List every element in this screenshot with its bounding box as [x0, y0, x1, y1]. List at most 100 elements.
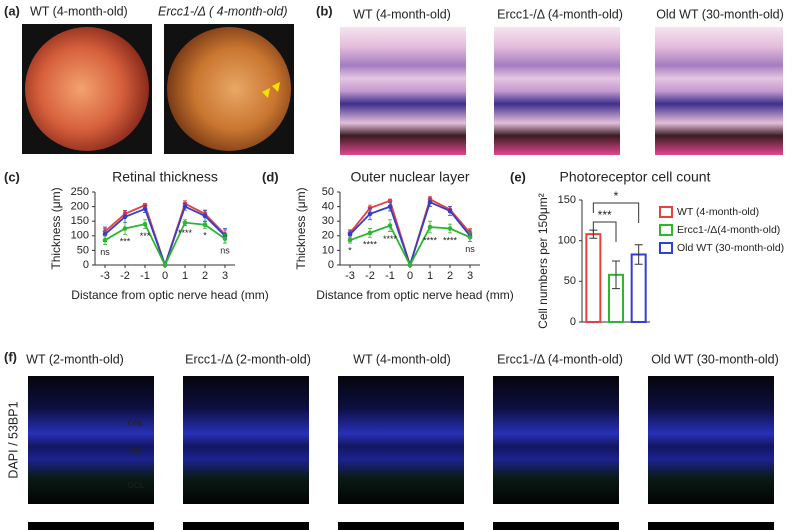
y-tick-label: 100 — [558, 235, 576, 247]
panel-label: (a) — [4, 3, 20, 18]
y-tick-label: 200 — [71, 201, 89, 213]
significance-label: ns — [220, 245, 230, 255]
x-tick-label: 3 — [467, 270, 473, 282]
image-strip — [183, 522, 309, 530]
significance-label: **** — [423, 235, 438, 245]
data-point — [367, 230, 373, 236]
panel-label: (b) — [316, 3, 333, 18]
data-point — [367, 211, 373, 217]
data-point — [467, 234, 473, 240]
caption: Ercc1-/Δ ( 4-month-old) — [158, 4, 287, 18]
stain-label: DAPI / 53BP1 — [6, 401, 20, 478]
significance-label: *** — [140, 231, 151, 241]
error-bar — [634, 244, 643, 265]
legend-swatch — [659, 224, 673, 236]
image-strip — [648, 522, 774, 530]
data-point — [347, 232, 353, 237]
significance-label: **** — [363, 240, 378, 250]
significance-bracket — [592, 202, 640, 223]
x-tick-label: -3 — [100, 270, 110, 282]
bar — [585, 233, 602, 323]
histology-image — [494, 27, 620, 155]
image-strip — [28, 522, 154, 530]
data-point — [407, 262, 413, 268]
y-tick-label: 150 — [558, 194, 576, 206]
data-point — [427, 224, 433, 230]
layer-label: ONL — [128, 419, 145, 428]
x-tick-label: -2 — [120, 270, 130, 282]
image-strip — [493, 522, 619, 530]
y-tick-label: 250 — [71, 186, 89, 198]
y-tick-label: 50 — [322, 186, 334, 198]
caption: WT (4-month-old) — [353, 7, 451, 21]
data-point — [222, 236, 228, 242]
fundus — [167, 27, 291, 151]
data-point — [347, 237, 353, 243]
y-axis-label: Thickness (μm) — [49, 187, 63, 269]
x-tick-label: 0 — [162, 270, 168, 282]
error-bar — [612, 260, 620, 290]
data-point — [142, 206, 148, 212]
y-tick-label: 0 — [83, 259, 89, 271]
y-tick-label: 0 — [328, 259, 334, 271]
data-point — [162, 262, 168, 268]
caption: Ercc1-/Δ (4-month-old) — [497, 352, 623, 366]
y-tick-label: 100 — [71, 230, 89, 242]
panel-label: (e) — [510, 169, 526, 184]
significance-label: * — [614, 189, 619, 203]
y-tick-label: 30 — [322, 215, 334, 227]
y-tick-label: 50 — [77, 244, 89, 256]
caption: WT (2-month-old) — [26, 352, 124, 366]
chart-title: Photoreceptor cell count — [560, 169, 711, 185]
data-point — [447, 208, 453, 214]
caption: Ercc1-/Δ (4-month-old) — [497, 7, 623, 21]
layer-label: GCL — [128, 481, 145, 490]
caption: Ercc1-/Δ (2-month-old) — [185, 352, 311, 366]
fluorescence-image — [493, 376, 619, 504]
panel-label: (c) — [4, 169, 20, 184]
data-point — [122, 214, 128, 220]
data-point — [122, 226, 128, 231]
data-point — [102, 237, 108, 243]
significance-label: *** — [120, 237, 131, 247]
significance-label: * — [348, 245, 352, 255]
y-tick-label: 50 — [564, 275, 576, 287]
data-point — [427, 199, 433, 205]
x-axis-label: Distance from optic nerve head (mm) — [71, 288, 268, 302]
x-tick-label: 1 — [427, 270, 433, 282]
data-point — [202, 222, 208, 228]
x-tick-label: 0 — [407, 270, 413, 282]
significance-label: **** — [383, 234, 398, 244]
significance-label: **** — [443, 235, 458, 245]
y-tick-label: 0 — [570, 316, 576, 328]
image-strip — [338, 522, 464, 530]
x-tick-label: 1 — [182, 270, 188, 282]
data-point — [182, 204, 188, 209]
histology-image — [340, 27, 466, 155]
significance-label: **** — [178, 228, 193, 238]
x-tick-label: -2 — [365, 270, 375, 282]
data-point — [387, 204, 393, 209]
chart-title: Retinal thickness — [112, 169, 218, 185]
significance-bracket — [592, 221, 617, 242]
fluorescence-image — [338, 376, 464, 504]
fundus — [25, 27, 149, 151]
arrowhead — [272, 82, 280, 92]
legend-label: Old WT (30-month-old) — [677, 242, 784, 254]
chart-title: Outer nuclear layer — [350, 169, 469, 185]
legend-label: WT (4-month-old) — [677, 206, 759, 218]
y-axis-label: Cell numbers per 150μm² — [536, 193, 550, 329]
y-tick-label: 10 — [322, 244, 334, 256]
caption: Old WT (30-month-old) — [651, 352, 779, 366]
y-axis-label: Thickness (μm) — [294, 187, 308, 269]
x-tick-label: 2 — [447, 270, 453, 282]
data-point — [387, 223, 393, 228]
layer-label: INL — [130, 446, 143, 455]
panel-label: (d) — [262, 169, 279, 184]
data-point — [182, 220, 188, 225]
data-point — [142, 221, 148, 227]
data-point — [202, 213, 208, 219]
x-tick-label: 3 — [222, 270, 228, 282]
caption: Old WT (30-month-old) — [656, 7, 784, 21]
